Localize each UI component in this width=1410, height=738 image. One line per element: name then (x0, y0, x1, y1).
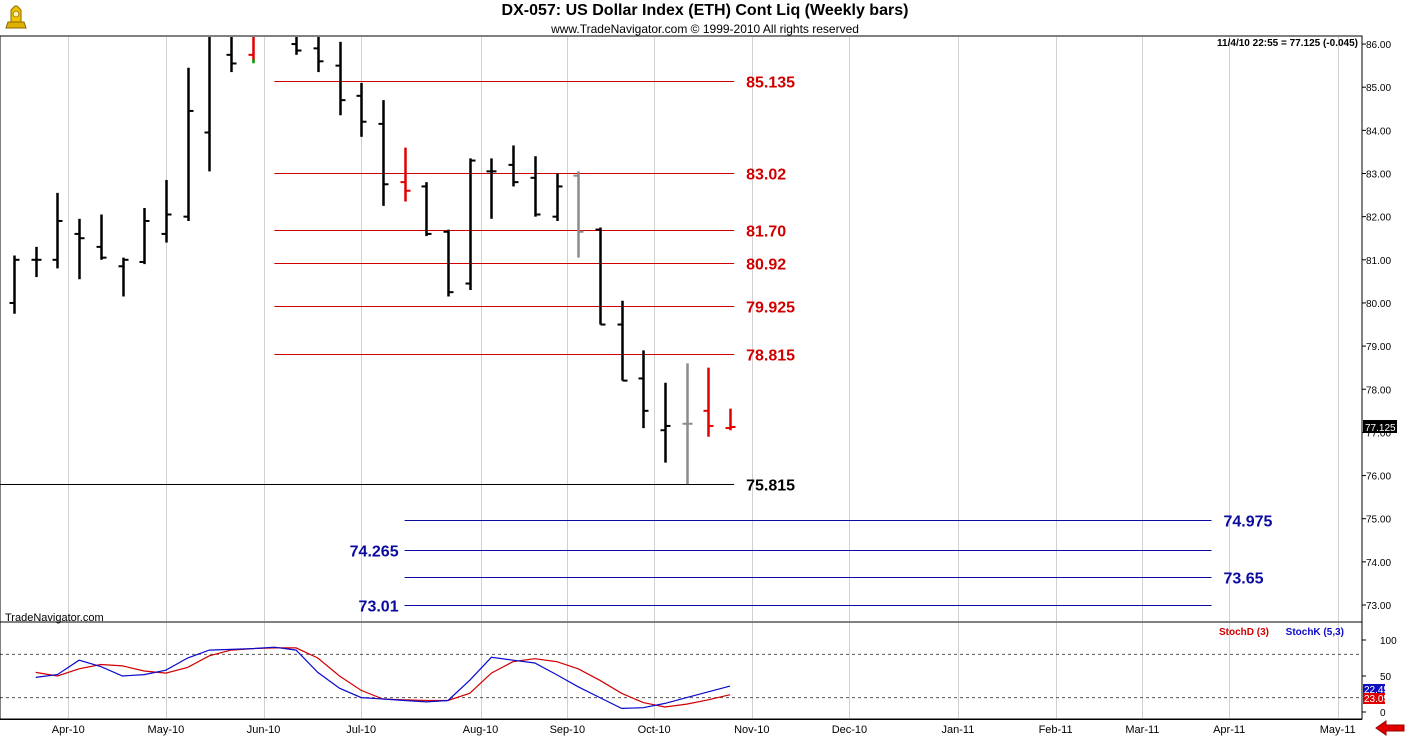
x-tick-label: Jun-10 (247, 724, 281, 736)
stoch-d-value-box (1363, 693, 1385, 704)
grid-lines (68, 37, 1339, 718)
x-tick-label: Aug-10 (463, 724, 498, 736)
y-tick-label: 86.00 (1366, 40, 1391, 51)
tradenavigator-logo-icon[interactable] (2, 2, 30, 32)
level-label: 78.815 (746, 348, 795, 365)
y-tick-label: 76.00 (1366, 472, 1391, 483)
x-tick-label: Jan-11 (942, 724, 975, 736)
y-tick-label: 77.00 (1366, 428, 1391, 439)
y-tick-label: 85.00 (1366, 83, 1391, 94)
axes: Apr-10 May-10 Jun-10 Jul-10 Aug-10 Sep-10 Oct-… (0, 35, 1405, 736)
chart-subtitle: www.TradeNavigator.com © 1999-2010 All r… (551, 22, 859, 36)
level-label: 81.70 (746, 224, 786, 241)
x-tick-label: Mar-11 (1125, 724, 1159, 736)
x-tick-label: Oct-10 (638, 724, 671, 736)
x-tick-label: May-11 (1320, 724, 1356, 736)
last-price-label: 77.125 (1365, 423, 1396, 434)
stochastic-panel: StochD (3) StochK (5,3) (0, 627, 1362, 710)
stoch-k-value-box (1363, 684, 1385, 695)
x-tick-label: Jul-10 (346, 724, 376, 736)
level-label: 75.815 (746, 478, 795, 495)
level-label: 80.92 (746, 257, 786, 274)
price-panel-frame (0, 35, 1363, 623)
level-label: 73.65 (1224, 571, 1264, 588)
level-label: 85.135 (746, 75, 795, 92)
last-price-box (1363, 420, 1397, 434)
stoch-series-line (35, 647, 731, 708)
price-bars (9, 37, 736, 485)
x-tick-label: Sep-10 (550, 724, 585, 736)
y-tick-label: 74.00 (1366, 558, 1391, 569)
y-tick-label: 82.00 (1366, 213, 1391, 224)
stoch-k-value: 22.45 (1364, 685, 1389, 696)
last-quote-text: 11/4/10 22:55 = 77.125 (-0.045) (1217, 38, 1358, 49)
y-tick-label: 83.00 (1366, 170, 1391, 181)
stoch-series-line (35, 646, 731, 710)
y-tick-label: 75.00 (1366, 515, 1391, 526)
level-label: 73.01 (359, 599, 399, 616)
stoch-y-tick-label: 0 (1380, 708, 1386, 719)
chart-title: DX-057: US Dollar Index (ETH) Cont Liq (… (501, 2, 909, 19)
x-tick-label: May-10 (148, 724, 185, 736)
x-tick-label: Apr-10 (52, 724, 85, 736)
stoch-d-value: 23.05 (1364, 694, 1389, 705)
stoch-y-tick-label: 100 (1380, 636, 1397, 647)
y-tick-label: 73.00 (1366, 601, 1391, 612)
stoch-y-tick-label: 50 (1380, 672, 1392, 683)
x-tick-label: Apr-11 (1213, 724, 1245, 736)
x-tick-label: Nov-10 (734, 724, 769, 736)
level-label: 83.02 (746, 167, 786, 184)
stoch-legend-k: StochK (5,3) (1286, 627, 1344, 638)
x-tick-label: Dec-10 (832, 724, 867, 736)
x-tick-label: Feb-11 (1039, 724, 1073, 736)
y-tick-label: 84.00 (1366, 126, 1391, 137)
y-tick-label: 78.00 (1366, 385, 1391, 396)
y-tick-label: 79.00 (1366, 342, 1391, 353)
support-resistance-levels: 85.135 83.02 81.70 80.92 79.925 78.815 75.815 7… (0, 75, 1273, 616)
left-arrow-icon[interactable] (1375, 720, 1405, 736)
level-label: 74.975 (1224, 514, 1273, 531)
y-tick-label: 80.00 (1366, 299, 1391, 310)
y-tick-label: 81.00 (1366, 256, 1391, 267)
stoch-legend-d: StochD (3) (1219, 627, 1269, 638)
watermark-text: TradeNavigator.com (5, 612, 104, 624)
level-label: 74.265 (350, 544, 399, 561)
level-label: 79.925 (746, 300, 795, 317)
